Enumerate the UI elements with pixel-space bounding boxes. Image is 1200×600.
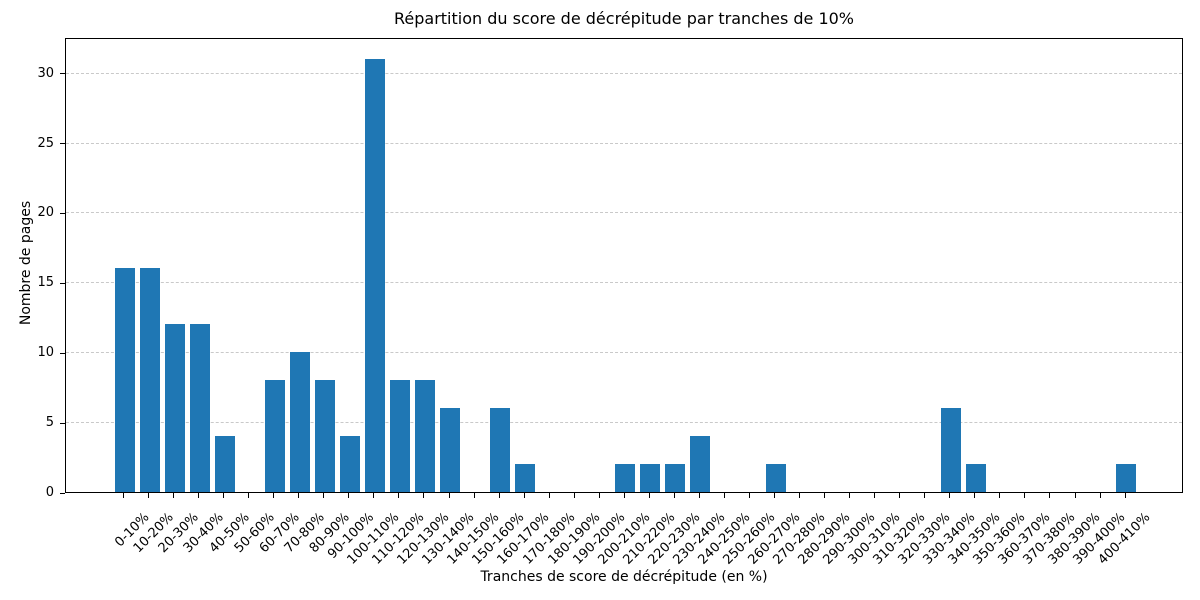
x-tick-mark (874, 493, 876, 498)
bar (114, 268, 135, 492)
x-tick-mark (1074, 493, 1076, 498)
x-tick-mark (523, 493, 525, 498)
x-tick-mark (198, 493, 200, 498)
bar (214, 436, 235, 492)
x-tick-mark (398, 493, 400, 498)
bar (940, 408, 961, 492)
bar (339, 436, 360, 492)
x-tick-mark (273, 493, 275, 498)
x-tick-mark (423, 493, 425, 498)
x-tick-mark (573, 493, 575, 498)
x-tick-mark (774, 493, 776, 498)
x-tick-mark (373, 493, 375, 498)
x-tick-mark (723, 493, 725, 498)
x-tick-mark (673, 493, 675, 498)
x-tick-mark (223, 493, 225, 498)
x-tick-mark (123, 493, 124, 498)
bar (665, 464, 686, 492)
y-tick-mark (60, 73, 65, 75)
x-tick-mark (824, 493, 826, 498)
gridline (66, 422, 1182, 424)
bar (414, 380, 435, 492)
bar (164, 324, 185, 492)
bar (615, 464, 636, 492)
x-tick-mark (1124, 493, 1126, 498)
x-tick-mark (548, 493, 550, 498)
bar (289, 352, 310, 492)
x-tick-mark (899, 493, 901, 498)
y-tick-label: 30 (37, 65, 54, 81)
bar (965, 464, 986, 492)
y-tick-label: 25 (37, 135, 54, 151)
bar (440, 408, 461, 492)
bar (490, 408, 511, 492)
x-tick-mark (849, 493, 851, 498)
bar (515, 464, 536, 492)
bar (364, 58, 385, 492)
y-tick-label: 0 (45, 485, 54, 500)
x-tick-mark (148, 493, 150, 498)
x-tick-mark (924, 493, 926, 498)
x-tick-mark (648, 493, 650, 498)
x-tick-mark (448, 493, 450, 498)
y-tick-label: 15 (37, 275, 54, 291)
x-tick-mark (598, 493, 600, 498)
gridline (66, 352, 1182, 354)
x-tick-mark (473, 493, 475, 498)
x-tick-mark (498, 493, 500, 498)
y-tick-mark (60, 492, 65, 494)
bar (389, 380, 410, 492)
x-tick-mark (999, 493, 1001, 498)
bar (640, 464, 661, 492)
x-tick-mark (974, 493, 976, 498)
x-tick-mark (348, 493, 350, 498)
bar (1116, 464, 1137, 492)
x-tick-mark (1099, 493, 1101, 498)
y-tick-mark (60, 212, 65, 214)
x-tick-mark (248, 493, 250, 498)
gridline (66, 212, 1182, 214)
y-tick-label: 5 (45, 415, 54, 431)
chart-title: Répartition du score de décrépitude par … (393, 9, 855, 28)
bar (189, 324, 210, 492)
x-tick-mark (799, 493, 801, 498)
bar (139, 268, 160, 492)
plot-area (65, 38, 1183, 493)
y-tick-mark (60, 422, 65, 424)
bar (264, 380, 285, 492)
y-tick-label: 20 (37, 205, 54, 221)
x-axis-label: Tranches de score de décrépitude (en %) (480, 569, 768, 585)
x-tick-mark (698, 493, 700, 498)
y-axis-label: Nombre de pages (18, 200, 34, 326)
y-tick-label: 10 (37, 345, 54, 361)
y-tick-mark (60, 282, 65, 284)
x-tick-mark (1049, 493, 1051, 498)
gridline (66, 282, 1182, 284)
x-tick-mark (623, 493, 625, 498)
x-tick-mark (949, 493, 951, 498)
x-tick-mark (1024, 493, 1026, 498)
y-tick-mark (60, 143, 65, 145)
bar (765, 464, 786, 492)
x-tick-mark (323, 493, 325, 498)
bar (690, 436, 711, 492)
x-tick-mark (749, 493, 750, 498)
x-tick-mark (173, 493, 175, 498)
bar (314, 380, 335, 492)
gridline (66, 72, 1182, 74)
y-tick-mark (60, 352, 65, 354)
gridline (66, 142, 1182, 144)
x-tick-mark (298, 493, 300, 498)
